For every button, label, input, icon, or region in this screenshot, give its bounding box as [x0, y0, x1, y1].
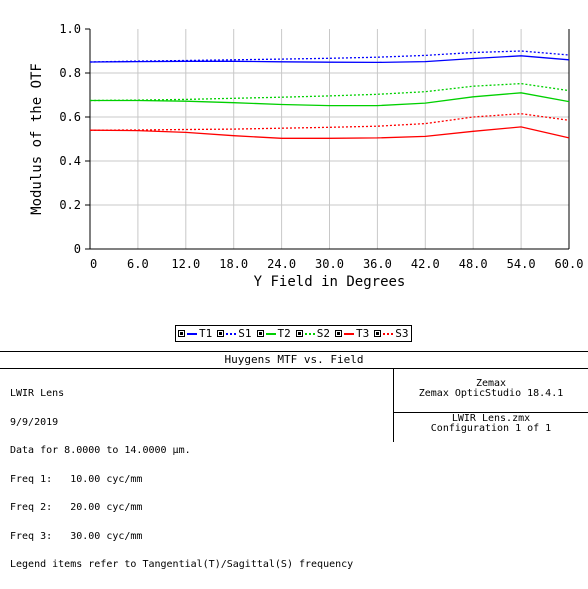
legend-marker-icon [178, 330, 185, 337]
legend-swatch [265, 332, 276, 335]
frequency-3: Freq 3: 30.00 cyc/mm [10, 530, 143, 542]
x-tick-label: 30.0 [315, 257, 344, 271]
file-name: LWIR Lens.zmx [451, 413, 531, 424]
x-tick-label: 18.0 [219, 257, 248, 271]
product-version: Zemax OpticStudio 18.4.1 [418, 387, 564, 399]
analysis-details: LWIR Lens 9/9/2019 Data for 8.0000 to 14… [10, 370, 353, 589]
x-tick-label: 24.0 [267, 257, 296, 271]
legend-swatch [304, 332, 315, 335]
y-tick-label: 0.8 [59, 66, 81, 80]
legend-label: S3 [395, 327, 409, 340]
x-tick-label: 36.0 [363, 257, 392, 271]
legend-label: T1 [199, 327, 213, 340]
info-panel: Huygens MTF vs. Field LWIR Lens 9/9/2019… [0, 351, 588, 569]
legend-swatch [187, 332, 197, 335]
legend-item-t2: T2 [256, 327, 291, 340]
configuration-label: Configuration 1 of 1 [430, 422, 552, 434]
legend-label: S1 [238, 327, 252, 340]
info-divider-horizontal [393, 412, 588, 413]
legend-item-s1: S1 [217, 327, 252, 340]
legend-note: Legend items refer to Tangential(T)/Sagi… [10, 559, 354, 570]
company-name: Zemax [475, 378, 507, 389]
series-t3-line [89, 126, 570, 139]
legend-marker-icon [335, 330, 342, 337]
x-tick-label: 42.0 [411, 257, 440, 271]
x-tick-label: 0 [90, 257, 97, 271]
x-tick-label: 12.0 [171, 257, 200, 271]
software-info: Zemax Zemax OpticStudio 18.4.1 [394, 379, 588, 398]
legend-label: T3 [356, 327, 370, 340]
legend-label: T2 [277, 327, 291, 340]
info-divider-vertical [393, 369, 394, 442]
y-tick-label: 1.0 [59, 22, 81, 36]
lens-title: LWIR Lens [10, 388, 65, 399]
mtf-chart: 0 6.0 12.0 18.0 24.0 30.0 36.0 42.0 48.0 54.0 60.0… [29, 22, 584, 290]
x-tick-label: 48.0 [459, 257, 488, 271]
legend-marker-icon [256, 330, 264, 337]
y-tick-label: 0.4 [59, 154, 81, 168]
x-tick-label: 6.0 [127, 257, 149, 271]
x-tick-label: 60.0 [555, 257, 584, 271]
legend-marker-icon [295, 330, 303, 337]
series-t2-line [90, 92, 570, 107]
x-axis-title: Y Field in Degrees [254, 274, 406, 290]
legend-swatch [383, 332, 394, 335]
legend-item-s3: S3 [374, 327, 409, 340]
y-tick-label: 0.2 [59, 198, 81, 212]
frequency-2: Freq 2: 20.00 cyc/mm [10, 502, 143, 513]
y-tick-label: 0.6 [59, 110, 81, 124]
legend-label: S2 [316, 327, 330, 340]
legend-marker-icon [374, 330, 382, 337]
legend-swatch [344, 332, 354, 335]
analysis-title: Huygens MTF vs. Field [0, 352, 588, 369]
x-tick-label: 54.0 [507, 257, 536, 271]
legend-item-t1: T1 [178, 327, 212, 340]
wavelength-range: Data for 8.0000 to 14.0000 µm. [10, 445, 191, 456]
legend-item-s2: S2 [295, 327, 330, 340]
legend-swatch [226, 332, 237, 335]
legend-marker-icon [217, 330, 225, 337]
series-t1-line [89, 55, 570, 64]
file-info: LWIR Lens.zmx Configuration 1 of 1 [394, 414, 588, 433]
frequency-1: Freq 1: 10.00 cyc/mm [10, 473, 143, 485]
y-axis-title: Modulus of the OTF [29, 63, 45, 215]
analysis-date: 9/9/2019 [10, 416, 59, 428]
legend-item-t3: T3 [335, 327, 369, 340]
y-tick-label: 0 [74, 242, 81, 256]
chart-legend: T1 S1 T2 S2 T3 S3 [175, 325, 412, 342]
